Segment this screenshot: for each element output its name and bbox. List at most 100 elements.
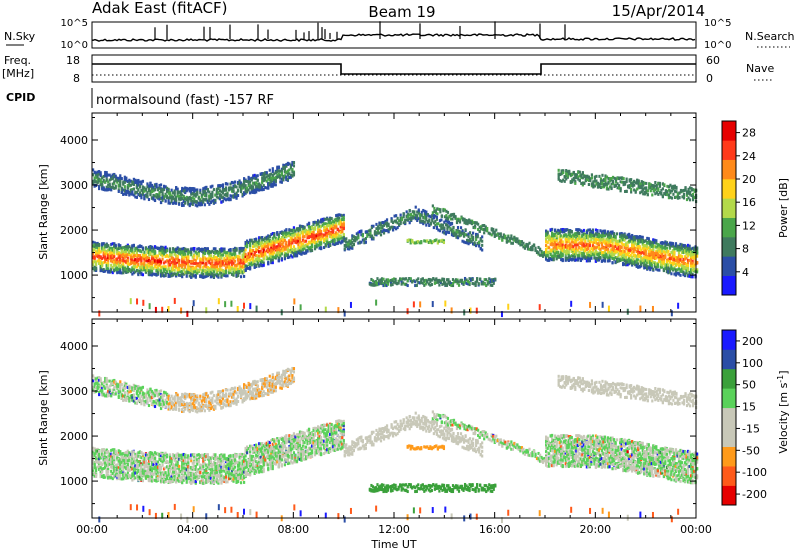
power-cell	[372, 225, 374, 228]
power-cell	[213, 188, 215, 191]
power-cell	[467, 235, 469, 238]
power-cell	[101, 265, 103, 268]
power-cell	[214, 247, 216, 250]
power-cell	[413, 211, 415, 214]
power-cell	[204, 203, 206, 206]
power-cell	[278, 259, 280, 262]
power-cell	[431, 283, 433, 286]
power-cell	[589, 244, 591, 247]
power-cell	[143, 197, 145, 200]
power-cell	[267, 261, 269, 264]
power-cell	[343, 233, 345, 236]
power-cell	[438, 284, 440, 287]
power-cell	[320, 230, 322, 233]
power-cell	[308, 222, 310, 225]
power-cell	[222, 254, 224, 257]
power-cell	[607, 248, 609, 251]
power-cell	[448, 231, 450, 234]
power-cell	[226, 193, 228, 196]
power-cell	[400, 214, 402, 217]
power-cell	[146, 195, 148, 198]
power-cell	[143, 251, 145, 254]
power-cell	[184, 202, 186, 205]
power-cell	[136, 196, 138, 199]
power-cell	[420, 240, 422, 243]
power-cell	[160, 183, 162, 186]
power-cell	[479, 278, 481, 281]
power-cell	[584, 240, 586, 243]
power-cell	[575, 241, 577, 244]
power-cell	[457, 226, 459, 229]
power-cell	[578, 232, 580, 235]
power-cell	[115, 186, 117, 189]
cpid-text: normalsound (fast) -157 RF	[96, 93, 274, 108]
power-cell	[362, 234, 364, 237]
power-cell	[193, 255, 195, 258]
power-cell	[122, 262, 124, 265]
power-cell	[107, 264, 109, 267]
station-title: Adak East (fitACF)	[92, 0, 227, 17]
power-cell	[311, 243, 313, 246]
power-cell	[177, 255, 179, 258]
power-cell	[211, 185, 213, 188]
power-cell	[474, 224, 476, 227]
power-cell	[583, 229, 585, 232]
nave-tick-bottom: 0	[706, 72, 713, 85]
power-cell	[196, 192, 198, 195]
mhz-label: [MHz]	[2, 67, 34, 80]
power-cell	[343, 227, 345, 230]
power-cell	[611, 261, 613, 264]
power-cell	[417, 277, 419, 280]
power-cell	[246, 245, 248, 248]
power-cell	[477, 234, 479, 237]
power-cell	[443, 241, 445, 244]
power-cell	[115, 244, 117, 247]
power-cell	[234, 180, 236, 183]
power-cell	[148, 198, 150, 201]
power-cell	[193, 198, 195, 201]
nsearch-label: N.Search	[745, 30, 795, 43]
power-cell	[534, 247, 536, 250]
power-cell	[149, 193, 151, 196]
power-cell	[255, 238, 257, 241]
power-cell	[436, 216, 438, 219]
power-cell	[225, 270, 227, 273]
power-cell	[175, 202, 177, 205]
frequency-panel: Freq. [MHz] 18 8 60 0 Nave	[2, 54, 774, 85]
power-cell	[551, 228, 553, 231]
power-cell	[332, 229, 334, 232]
power-cell	[263, 264, 265, 267]
sky-noise-line	[92, 34, 695, 41]
power-cell	[592, 231, 594, 234]
power-cell	[190, 251, 192, 254]
power-cell	[494, 278, 496, 281]
power-cell	[311, 249, 313, 252]
power-cell	[556, 239, 558, 242]
power-cell	[481, 249, 483, 252]
power-cell	[296, 254, 298, 257]
freq-tick-top: 18	[66, 54, 80, 67]
power-cell	[199, 189, 201, 192]
power-cell	[477, 223, 479, 226]
power-cell	[257, 179, 259, 182]
power-cell	[235, 249, 237, 252]
power-cell	[320, 247, 322, 250]
power-cell	[442, 224, 444, 227]
power-cell	[387, 283, 389, 286]
power-cell	[486, 227, 488, 230]
power-cell	[604, 260, 606, 263]
power-cell	[137, 263, 139, 266]
power-cell	[133, 187, 135, 190]
power-cell	[220, 256, 222, 259]
power-cell	[243, 275, 245, 278]
power-cell	[161, 258, 163, 261]
power-cell	[357, 236, 359, 239]
power-cell	[216, 265, 218, 268]
power-cell	[171, 189, 173, 192]
power-cell	[599, 257, 601, 260]
power-cell	[299, 238, 301, 241]
nsky-label: N.Sky	[4, 30, 36, 43]
power-cell	[124, 185, 126, 188]
power-cell	[428, 218, 430, 221]
